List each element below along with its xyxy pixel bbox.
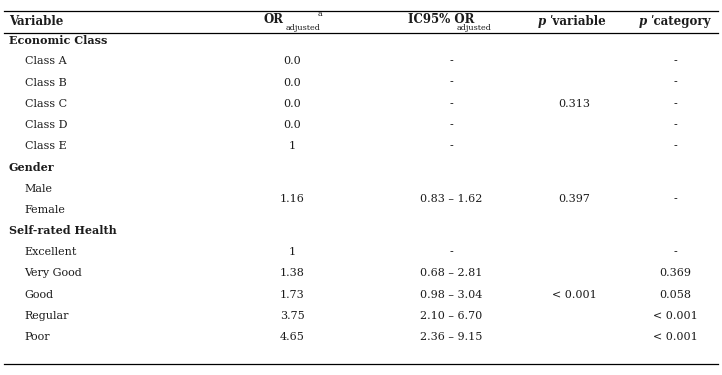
Text: -: - [673,99,677,109]
Text: Economic Class: Economic Class [9,34,107,46]
Text: adjusted: adjusted [285,24,320,33]
Text: a: a [318,9,323,18]
Text: -: - [673,247,677,257]
Text: -: - [449,78,453,87]
Text: < 0.001: < 0.001 [552,290,596,300]
Text: 1: 1 [289,247,296,257]
Text: -: - [673,194,677,204]
Text: -: - [673,78,677,87]
Text: Regular: Regular [25,311,69,321]
Text: 0.369: 0.369 [659,268,691,278]
Text: Class E: Class E [25,141,66,151]
Text: -: - [449,56,453,66]
Text: Poor: Poor [25,332,50,342]
Text: Class D: Class D [25,120,67,130]
Text: 0.397: 0.397 [558,194,590,204]
Text: ʹcategory: ʹcategory [651,15,711,28]
Text: -: - [449,120,453,130]
Text: Class C: Class C [25,99,66,109]
Text: -: - [449,99,453,109]
Text: Good: Good [25,290,53,300]
Text: 2.10 – 6.70: 2.10 – 6.70 [420,311,482,321]
Text: Female: Female [25,205,66,215]
Text: < 0.001: < 0.001 [653,311,697,321]
Text: 0.98 – 3.04: 0.98 – 3.04 [420,290,482,300]
Text: 0.0: 0.0 [284,56,301,66]
Text: -: - [449,141,453,151]
Text: -: - [673,56,677,66]
Text: IC95% OR: IC95% OR [408,13,474,26]
Text: 0.0: 0.0 [284,78,301,87]
Text: Self-rated Health: Self-rated Health [9,225,116,236]
Text: 0.83 – 1.62: 0.83 – 1.62 [420,194,482,204]
Text: 1.16: 1.16 [280,194,305,204]
Text: 0.313: 0.313 [558,99,590,109]
Text: -: - [449,247,453,257]
Text: 0.0: 0.0 [284,120,301,130]
Text: p: p [639,15,647,28]
Text: ʹvariable: ʹvariable [549,15,606,28]
Text: p: p [538,15,546,28]
Text: 0.058: 0.058 [659,290,691,300]
Text: OR: OR [264,13,284,26]
Text: 2.36 – 9.15: 2.36 – 9.15 [420,332,482,342]
Text: Excellent: Excellent [25,247,77,257]
Text: 0.0: 0.0 [284,99,301,109]
Text: 3.75: 3.75 [280,311,305,321]
Text: 1.38: 1.38 [280,268,305,278]
Text: 0.68 – 2.81: 0.68 – 2.81 [420,268,482,278]
Text: 4.65: 4.65 [280,332,305,342]
Text: 1.73: 1.73 [280,290,305,300]
Text: -: - [673,120,677,130]
Text: Class B: Class B [25,78,66,87]
Text: Gender: Gender [9,162,54,173]
Text: 1: 1 [289,141,296,151]
Text: -: - [673,141,677,151]
Text: Very Good: Very Good [25,268,82,278]
Text: Class A: Class A [25,56,66,66]
Text: < 0.001: < 0.001 [653,332,697,342]
Text: Male: Male [25,183,53,194]
Text: adjusted: adjusted [457,24,492,33]
Text: Variable: Variable [9,15,63,28]
